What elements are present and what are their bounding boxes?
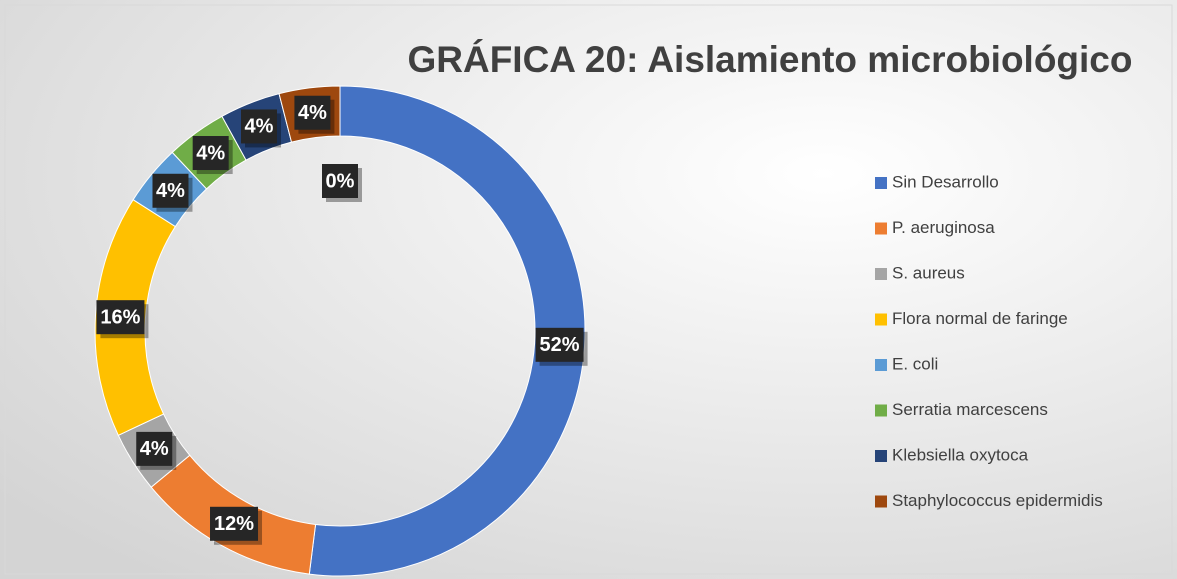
value-label: 4% [156,180,185,202]
value-label-box [241,109,278,144]
legend-swatch [875,268,887,280]
value-label-box [192,136,229,171]
value-label-box [210,506,259,541]
legend-label: Staphylococcus epidermidis [892,491,1103,510]
legend-swatch [875,495,887,508]
legend-swatch [875,404,887,417]
frame [4,4,1173,575]
legend-label: E. coli [892,354,938,373]
value-label: 12% [214,513,254,535]
legend-label: Serratia marcescens [892,400,1048,419]
value-label-box [152,173,189,208]
value-label: 4% [245,116,274,138]
legend-swatch [875,313,887,326]
chart-title: GRÁFICA 20: Aislamiento microbiológico [407,39,1132,80]
value-label-box [322,164,358,198]
value-label-box [96,300,145,335]
legend-swatch [875,222,887,235]
value-label: 4% [140,438,169,460]
donut-slice [308,85,586,577]
value-label: 52% [540,334,580,356]
value-label: 4% [196,142,225,164]
value-label-box [535,327,584,362]
legend-label: Flora normal de faringe [892,309,1068,328]
legend-swatch [875,177,887,189]
legend-swatch [875,450,887,462]
value-label: 0% [326,170,355,192]
legend-label: P. aeruginosa [892,218,995,237]
value-label: 4% [298,102,327,124]
value-label-box [294,95,331,130]
legend-swatch [875,359,887,371]
value-label-box [136,431,173,466]
legend-label: S. aureus [892,263,965,282]
legend-label: Klebsiella oxytoca [892,445,1029,464]
value-label: 16% [100,306,140,328]
legend-label: Sin Desarrollo [892,172,999,191]
